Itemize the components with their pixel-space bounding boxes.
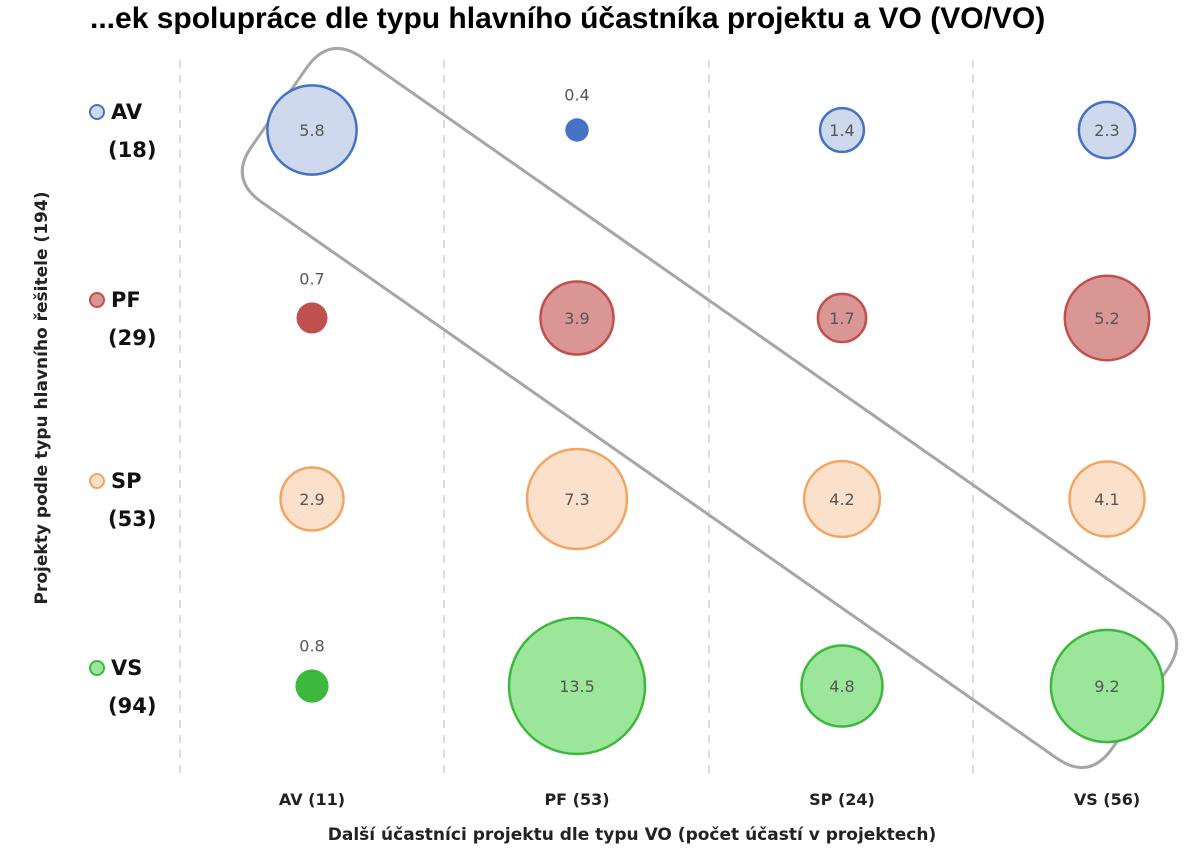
bubble-pf-pf xyxy=(539,280,615,356)
row-label-sp: SP xyxy=(111,469,142,493)
row-labels: AV (18) PF (29) SP (53) VS (94) xyxy=(89,100,156,718)
row-label-vs: VS xyxy=(111,656,142,680)
row-count-vs: (94) xyxy=(108,694,156,718)
chart-title: ...ek spolupráce dle typu hlavního účast… xyxy=(90,2,1045,35)
column-label-vs: VS (56) xyxy=(1074,790,1140,809)
y-axis-label: Projekty podle typu hlavního řešitele (1… xyxy=(32,192,52,605)
value-label-sp-pf: 7.3 xyxy=(564,490,589,509)
bubble-pf-vs xyxy=(1063,274,1151,362)
bubble-vs-vs xyxy=(1049,628,1165,744)
row-label-pf: PF xyxy=(111,288,141,312)
legend-marker-av xyxy=(89,104,105,120)
value-label-pf-pf: 3.9 xyxy=(564,309,589,328)
legend-marker-vs xyxy=(89,660,105,676)
row-count-sp: (53) xyxy=(108,507,156,531)
value-label-av-av: 5.8 xyxy=(299,121,324,140)
legend-marker-pf xyxy=(89,292,105,308)
value-label-pf-vs: 5.2 xyxy=(1094,309,1119,328)
value-label-pf-av: 0.7 xyxy=(299,270,324,289)
value-label-vs-av: 0.8 xyxy=(299,636,324,655)
bubble-av-sp xyxy=(818,106,866,154)
bubble-sp-sp xyxy=(802,459,882,539)
x-axis-label: Další účastníci projektu dle typu VO (po… xyxy=(328,825,936,845)
bubble-sp-pf xyxy=(525,447,629,551)
value-label-sp-vs: 4.1 xyxy=(1094,490,1119,509)
value-label-pf-sp: 1.7 xyxy=(829,309,854,328)
value-label-sp-av: 2.9 xyxy=(299,490,324,509)
value-label-vs-sp: 4.8 xyxy=(829,677,854,696)
bubble-vs-sp xyxy=(800,644,884,728)
value-label-sp-sp: 4.2 xyxy=(829,490,854,509)
value-label-vs-pf: 13.5 xyxy=(559,677,595,696)
column-labels: AV (11) PF (53) SP (24) VS (56) xyxy=(279,790,1140,809)
row-label-av: AV xyxy=(111,100,143,124)
bubbles: 5.8 0.4 1.4 2.3 0.7 3.9 1.7 5.2 2.9 7.3 4.2 4.1 0.8 1… xyxy=(266,84,1165,756)
value-label-av-vs: 2.3 xyxy=(1094,121,1119,140)
bubble-sp-vs xyxy=(1068,460,1146,538)
value-label-av-sp: 1.4 xyxy=(829,121,854,140)
row-count-pf: (29) xyxy=(108,326,156,350)
legend-marker-sp xyxy=(89,473,105,489)
bubble-vs-av xyxy=(295,669,329,703)
value-label-vs-vs: 9.2 xyxy=(1094,677,1119,696)
bubble-av-pf xyxy=(565,118,589,142)
diagonal-highlight-band xyxy=(240,47,1179,769)
column-label-sp: SP (24) xyxy=(809,790,875,809)
bubble-pf-av xyxy=(296,302,328,334)
bubble-av-av xyxy=(266,84,358,176)
bubble-sp-av xyxy=(279,466,345,532)
value-label-av-pf: 0.4 xyxy=(564,85,589,104)
bubble-av-vs xyxy=(1077,100,1137,160)
bubble-vs-pf xyxy=(507,616,647,756)
column-label-pf: PF (53) xyxy=(544,790,609,809)
row-count-av: (18) xyxy=(108,138,156,162)
column-label-av: AV (11) xyxy=(279,790,345,809)
bubble-pf-sp xyxy=(816,292,868,344)
